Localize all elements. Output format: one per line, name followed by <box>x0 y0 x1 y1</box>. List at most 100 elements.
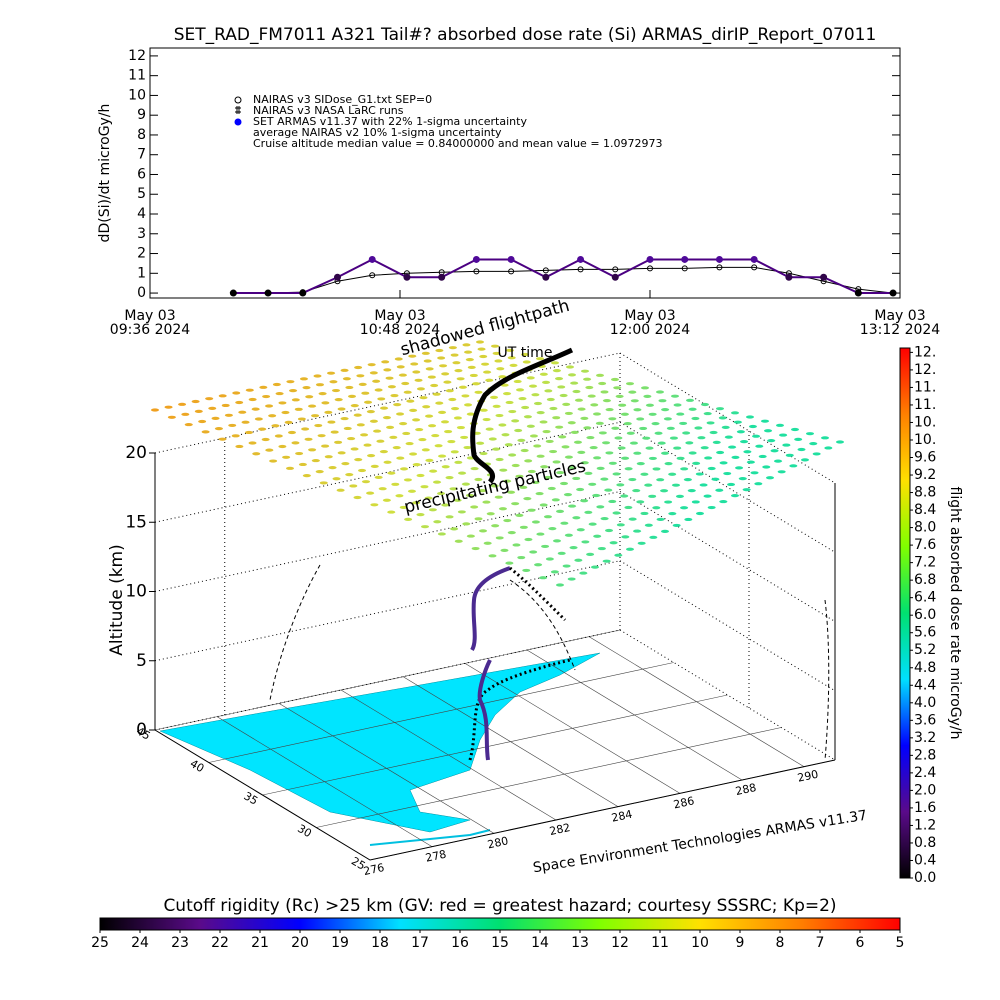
particle-dot <box>449 487 458 491</box>
particle-dot <box>703 411 712 416</box>
x-tick-label: 284 <box>610 808 633 825</box>
particle-dot <box>211 416 220 420</box>
colorbar-tick-label: 9 <box>736 935 745 951</box>
particle-dot <box>675 494 684 498</box>
particle-dot <box>433 480 442 484</box>
particle-dot <box>245 388 254 392</box>
legend-label: SET ARMAS v11.37 with 22% 1-sigma uncert… <box>253 115 527 128</box>
particle-dot <box>507 356 516 360</box>
particle-dot <box>543 475 552 480</box>
particle-dot <box>539 503 548 507</box>
particle-dot <box>569 546 578 550</box>
marker <box>542 273 550 281</box>
particle-dot <box>513 379 522 384</box>
marker <box>508 268 515 275</box>
particle-dot <box>789 464 798 468</box>
particle-dot <box>774 459 783 463</box>
particle-dot <box>539 372 548 376</box>
particle-dot <box>573 440 582 444</box>
particle-dot <box>469 373 478 378</box>
particle-dot <box>564 533 573 537</box>
particle-dot <box>752 434 761 438</box>
colorbar-tick-label: 3.6 <box>914 712 936 728</box>
particle-dot <box>668 511 677 516</box>
marker <box>264 289 272 297</box>
particle-dot <box>299 377 308 381</box>
particle-dot <box>762 465 771 469</box>
particle-dot <box>286 380 295 384</box>
colorbar-tick-label: 6.8 <box>914 572 936 588</box>
marker <box>472 255 480 263</box>
particle-dot <box>581 540 590 544</box>
particle-dot <box>761 419 769 423</box>
particle-dot <box>536 357 544 361</box>
particle-dot <box>718 416 727 420</box>
particle-dot <box>504 443 513 447</box>
particle-dot <box>286 466 294 470</box>
particle-dot <box>519 525 528 529</box>
particle-dot <box>648 494 657 498</box>
particle-dot <box>706 421 715 425</box>
colorbar-tick-label: 11. <box>914 397 936 413</box>
particle-dot <box>377 397 386 401</box>
particle-dot <box>367 363 376 367</box>
particle-dot <box>556 583 564 587</box>
particle-dot <box>721 425 730 429</box>
particle-dot <box>294 407 303 411</box>
wall-grid-line <box>154 491 621 592</box>
particle-dot <box>311 414 320 418</box>
x-tick-label: 290 <box>796 768 819 785</box>
particle-dot <box>488 437 497 441</box>
particle-dot <box>232 391 241 395</box>
particle-dot <box>556 470 565 475</box>
particle-dot <box>363 443 372 447</box>
particle-dot <box>630 399 639 403</box>
particle-dot <box>735 466 744 470</box>
particle-dot <box>499 468 508 472</box>
particle-dot <box>511 463 520 468</box>
particle-dot <box>593 534 602 538</box>
particle-dot <box>590 403 599 407</box>
particle-dot <box>439 364 448 368</box>
particle-dot <box>382 498 391 502</box>
y-tick-label: 40 <box>188 757 207 775</box>
particle-dot <box>600 516 609 521</box>
marker <box>611 273 619 281</box>
particle-dot <box>522 360 531 364</box>
y-tick-label: 9 <box>137 107 146 123</box>
marker <box>542 267 549 274</box>
particle-dot <box>552 539 561 543</box>
particle-dot <box>431 433 440 438</box>
particle-dot <box>486 512 495 516</box>
particle-dot <box>549 449 558 454</box>
particle-dot <box>315 470 324 474</box>
particle-dot <box>524 459 533 463</box>
particle-dot <box>707 466 716 471</box>
particle-dot <box>550 570 559 574</box>
flightpath-projection <box>269 564 830 761</box>
particle-dot <box>327 371 336 375</box>
particle-dot <box>617 446 626 450</box>
particle-dot <box>373 429 382 433</box>
particle-dot <box>308 404 317 408</box>
particle-dot <box>695 472 704 476</box>
particle-dot <box>612 511 621 515</box>
particle-dot <box>314 423 323 428</box>
particle-dot <box>479 354 488 359</box>
z-tick-label: 10 <box>125 582 147 602</box>
particle-dot <box>395 494 404 498</box>
marker <box>750 255 758 263</box>
particle-dot <box>396 365 405 369</box>
particle-dot <box>463 445 472 450</box>
colorbar-tick-label: 21 <box>251 935 269 951</box>
x-tick-label: 278 <box>424 848 447 865</box>
particle-dot <box>479 408 488 412</box>
particle-dot <box>383 368 392 372</box>
marker <box>229 289 237 297</box>
particle-dot <box>454 539 463 543</box>
floor-grid-line <box>262 694 728 796</box>
particle-dot <box>441 420 449 424</box>
particle-dot <box>415 427 424 432</box>
particle-dot <box>812 452 821 456</box>
particle-dot <box>626 547 634 551</box>
